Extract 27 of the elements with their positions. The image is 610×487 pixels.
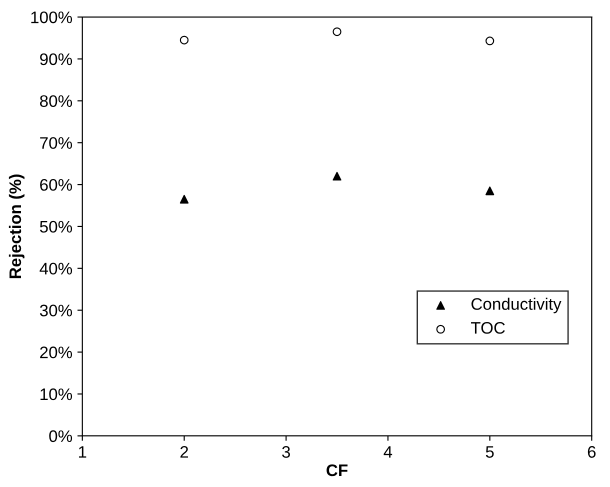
- legend-label: TOC: [471, 322, 505, 334]
- y-tick-label: 70%: [40, 137, 72, 149]
- legend-label: Conductivity: [471, 298, 562, 314]
- y-tick-label: 0%: [49, 430, 72, 442]
- point: [332, 27, 342, 36]
- y-tick-label: 40%: [40, 262, 72, 275]
- point: [180, 194, 189, 204]
- y-tick-label: 100%: [31, 11, 72, 24]
- x-tick-label: 1: [78, 446, 86, 458]
- point: [485, 36, 494, 46]
- point: [485, 186, 494, 196]
- x-tick-label: 4: [384, 446, 392, 458]
- x-tick-label: 3: [282, 446, 290, 458]
- y-tick-label: 30%: [40, 304, 72, 316]
- y-tick-label: 10%: [40, 388, 72, 400]
- y-tick-label: 80%: [40, 95, 72, 108]
- point: [180, 36, 189, 44]
- y-tick-label: 50%: [40, 220, 72, 233]
- y-tick-label: 90%: [40, 53, 72, 66]
- x-axis-title: CF: [326, 464, 348, 476]
- x-tick-label: 6: [588, 446, 596, 458]
- y-tick-label: 20%: [40, 346, 72, 358]
- point: [332, 172, 342, 181]
- y-axis-title: Rejection (%): [8, 174, 24, 278]
- y-tick-label: 60%: [40, 178, 72, 191]
- x-tick-label: 2: [180, 446, 188, 458]
- x-tick-label: 5: [486, 446, 494, 458]
